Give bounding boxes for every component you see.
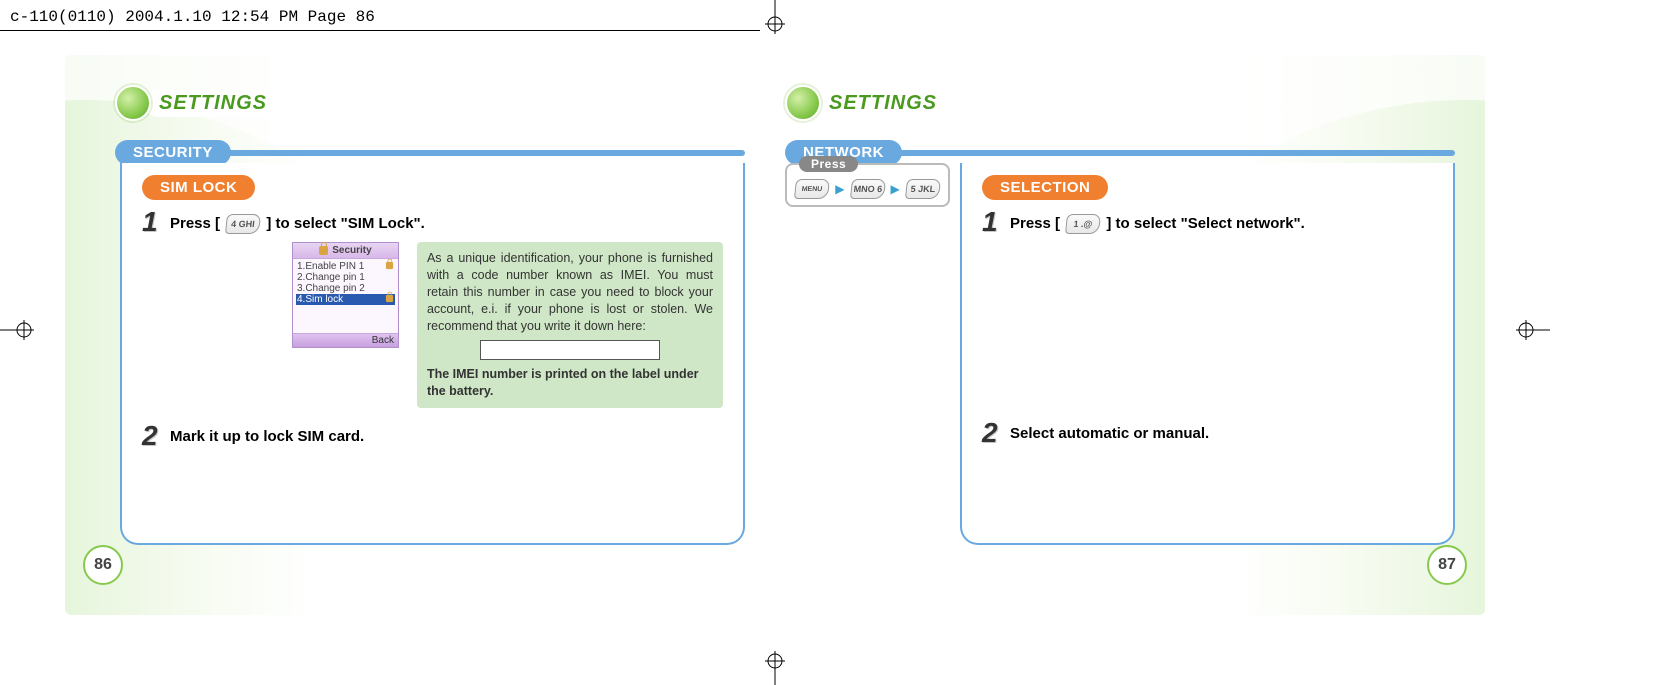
step-number-1: 1 <box>142 208 164 236</box>
step1-before: Press [ <box>170 215 220 232</box>
content-panel: SIM LOCK 1 Press [ 4 GHI ] to select "SI… <box>120 163 745 545</box>
settings-title: SETTINGS <box>815 90 963 117</box>
step-1: 1 Press [ 1 .@ ] to select "Select netwo… <box>982 208 1433 236</box>
phone-screenshot: Security 1.Enable PIN 1 2.Change pin 1 3… <box>292 242 399 348</box>
key-5-icon: 5 JKL <box>905 179 941 199</box>
phone-softkey-back: Back <box>293 333 398 347</box>
key-1-icon: 1 .@ <box>1065 214 1101 234</box>
key-menu-icon: MENU <box>794 179 830 199</box>
step-number-2: 2 <box>142 422 164 450</box>
crop-mark-right <box>1510 310 1550 350</box>
settings-title: SETTINGS <box>145 90 293 117</box>
section-row: NETWORK <box>785 140 1455 165</box>
press-sequence-box: Press MENU ▶ MNO 6 ▶ 5 JKL <box>785 163 950 207</box>
page-87: SETTINGS NETWORK Press MENU ▶ MNO 6 ▶ 5 … <box>775 55 1485 615</box>
step1-after: ] to select "Select network". <box>1106 215 1304 232</box>
phone-title-text: Security <box>332 245 371 256</box>
lock-icon <box>386 262 393 269</box>
key-6-icon: MNO 6 <box>849 179 885 199</box>
bullet-icon <box>785 85 821 121</box>
crop-mark-top <box>755 0 795 40</box>
step-1-text: Press [ 1 .@ ] to select "Select network… <box>1010 208 1305 234</box>
imei-info-text: As a unique identification, your phone i… <box>427 250 713 334</box>
page-86: SETTINGS SECURITY SIM LOCK 1 Press [ 4 G… <box>65 55 775 615</box>
step-2-text: Select automatic or manual. <box>1010 419 1209 442</box>
phone-item-1: 1.Enable PIN 1 <box>296 261 395 272</box>
crop-mark-left <box>0 310 40 350</box>
phone-menu-list: 1.Enable PIN 1 2.Change pin 1 3.Change p… <box>293 259 398 333</box>
phone-spacer <box>296 305 395 331</box>
phone-item-4-highlighted: 4.Sim lock <box>296 294 395 305</box>
step-2-text: Mark it up to lock SIM card. <box>170 422 364 445</box>
step-1-text: Press [ 4 GHI ] to select "SIM Lock". <box>170 208 425 234</box>
press-keys: MENU ▶ MNO 6 ▶ 5 JKL <box>787 179 948 199</box>
spacer <box>982 240 1433 415</box>
section-rule <box>227 150 745 156</box>
step-number-2: 2 <box>982 419 1004 447</box>
step-number-1: 1 <box>982 208 1004 236</box>
imei-info-bold: The IMEI number is printed on the label … <box>427 366 713 400</box>
page-number: 87 <box>1427 545 1467 585</box>
lock-icon <box>319 246 328 255</box>
content-panel: SELECTION 1 Press [ 1 .@ ] to select "Se… <box>960 163 1455 545</box>
bullet-icon <box>115 85 151 121</box>
chevron-right-icon: ▶ <box>835 182 844 196</box>
step-2: 2 Mark it up to lock SIM card. <box>142 422 723 450</box>
chevron-right-icon: ▶ <box>891 182 900 196</box>
crop-mark-bottom <box>755 645 795 685</box>
settings-header: SETTINGS <box>115 85 293 121</box>
subsection-selection-pill: SELECTION <box>982 175 1108 200</box>
illustration-row: Security 1.Enable PIN 1 2.Change pin 1 3… <box>142 242 723 408</box>
header-rule <box>0 30 760 31</box>
step1-after: ] to select "SIM Lock". <box>266 215 424 232</box>
subsection-simlock-pill: SIM LOCK <box>142 175 255 200</box>
imei-info-box: As a unique identification, your phone i… <box>417 242 723 408</box>
print-header: c-110(0110) 2004.1.10 12:54 PM Page 86 <box>10 8 375 26</box>
phone-title: Security <box>293 243 398 259</box>
key-4-icon: 4 GHI <box>225 214 261 234</box>
imei-write-field <box>480 340 660 360</box>
phone-item-2: 2.Change pin 1 <box>296 272 395 283</box>
phone-item-3: 3.Change pin 2 <box>296 283 395 294</box>
section-rule <box>898 150 1455 156</box>
section-security-pill: SECURITY <box>115 140 231 165</box>
settings-header: SETTINGS <box>785 85 963 121</box>
step1-before: Press [ <box>1010 215 1060 232</box>
step-2: 2 Select automatic or manual. <box>982 419 1433 447</box>
press-label-pill: Press <box>799 156 858 172</box>
lock-icon <box>386 295 393 302</box>
step-1: 1 Press [ 4 GHI ] to select "SIM Lock". <box>142 208 723 236</box>
page-number: 86 <box>83 545 123 585</box>
section-row: SECURITY <box>115 140 745 165</box>
